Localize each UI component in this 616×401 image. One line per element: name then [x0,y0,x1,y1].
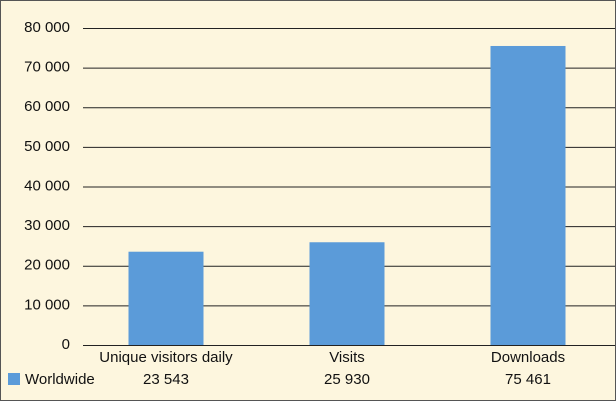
data-label: 23 543 [143,371,189,388]
data-label: 75 461 [505,371,551,388]
y-tick-label: 30 000 [24,217,70,234]
bar [309,242,385,345]
y-tick-label: 50 000 [24,138,70,155]
y-tick-label: 10 000 [24,296,70,313]
y-tick-label: 70 000 [24,59,70,76]
legend-swatch [8,373,20,385]
bar [128,251,204,345]
y-tick-label: 20 000 [24,257,70,274]
x-tick-label: Unique visitors daily [99,349,233,366]
y-tick-label: 80 000 [24,19,70,36]
data-label: 25 930 [324,371,370,388]
y-tick-label: 0 [62,336,70,353]
y-tick-label: 60 000 [24,98,70,115]
x-tick-label: Visits [329,349,365,366]
bar [490,45,566,346]
y-tick-label: 40 000 [24,177,70,194]
legend-label: Worldwide [25,371,95,388]
x-tick-label: Downloads [491,349,565,366]
